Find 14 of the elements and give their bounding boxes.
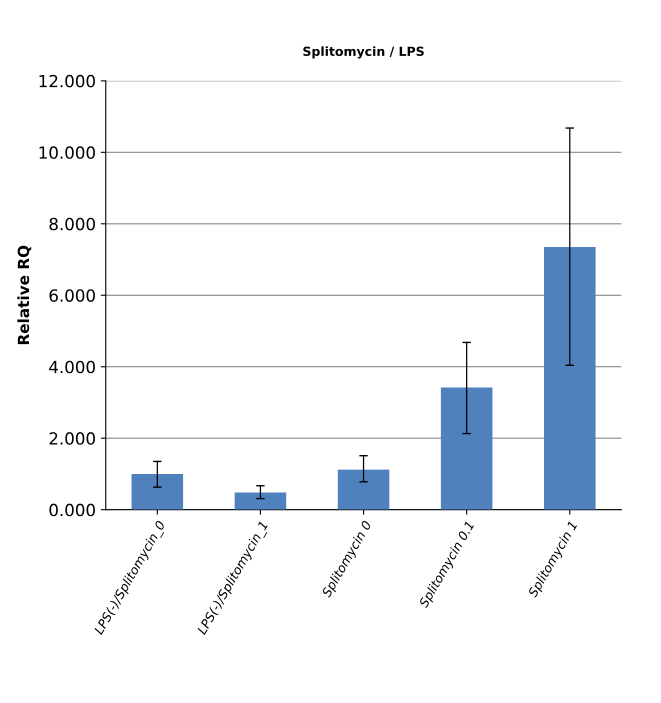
y-tick-label: 6.000 — [49, 289, 95, 302]
bar — [234, 492, 286, 510]
y-tick-label: 4.000 — [49, 360, 95, 374]
bar — [440, 387, 492, 510]
y-tick-label: 2.000 — [50, 432, 95, 445]
y-tick-label: 0.000 — [49, 504, 95, 516]
y-tick-label: 12.000 — [40, 74, 95, 88]
y-axis-title: Relative RQ — [17, 246, 32, 344]
y-tick-label: 8.000 — [49, 218, 95, 230]
bar — [338, 470, 390, 510]
bar — [544, 247, 596, 510]
bar — [132, 474, 184, 510]
chart-title: Splitomycin / LPS — [303, 46, 424, 59]
y-tick-label: 10.000 — [40, 146, 95, 159]
